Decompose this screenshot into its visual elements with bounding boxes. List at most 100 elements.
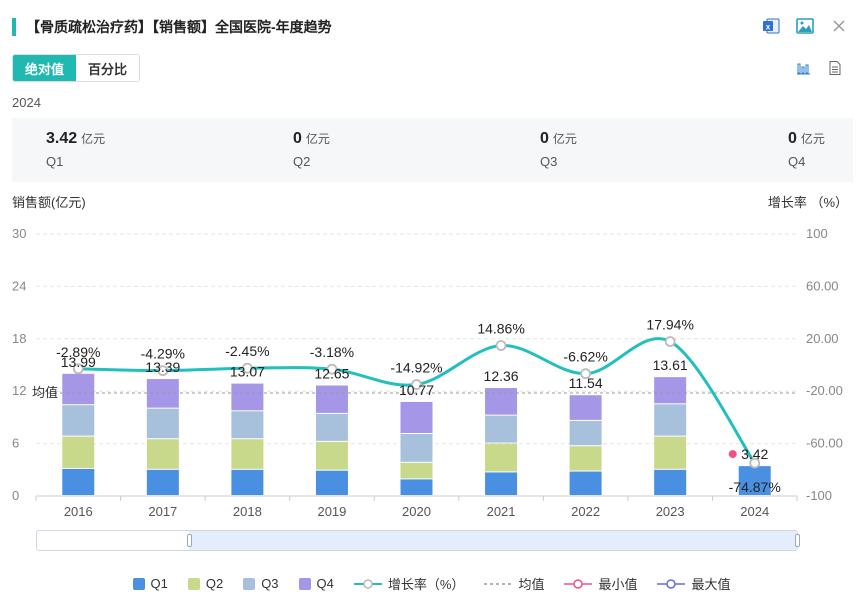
total-label: 13.99 (61, 354, 96, 370)
growth-label: -2.45% (225, 343, 269, 359)
zoom-slider[interactable] (36, 530, 800, 551)
excel-export-icon[interactable]: x (761, 16, 781, 36)
bar-segment-q3 (315, 413, 348, 441)
tab-absolute[interactable]: 绝对值 (13, 55, 77, 81)
y-axis-title-right: 增长率 （%） (768, 195, 848, 210)
legend-label: 最小值 (598, 577, 638, 592)
year-label: 2024 (12, 95, 41, 110)
growth-label: -4.29% (141, 346, 185, 362)
legend-swatch (187, 577, 200, 590)
bar-segment-q1 (146, 469, 179, 495)
legend-max-icon (657, 578, 686, 589)
y-tick-left: 18 (12, 331, 26, 346)
legend-item-q1[interactable]: Q1 (132, 574, 168, 593)
x-tick-label: 2020 (402, 504, 431, 519)
summary-value: 0 (788, 130, 797, 147)
legend-label: Q1 (150, 576, 168, 591)
legend-item-max[interactable]: 最大值 (657, 574, 730, 593)
bar-segment-q3 (146, 408, 179, 439)
total-label: 12.65 (314, 366, 349, 382)
quarter-summary: 3.42 亿元 Q1 0 亿元 Q2 0 亿元 Q3 0 亿元 Q4 (12, 118, 853, 182)
legend-label: 最大值 (691, 577, 731, 592)
legend-item-q4[interactable]: Q4 (298, 574, 334, 593)
bar-segment-q1 (231, 469, 264, 495)
bar-segment-q3 (485, 415, 518, 443)
growth-point (580, 368, 592, 380)
value-mode-toggle: 绝对值 百分比 (12, 54, 141, 82)
slider-selection[interactable] (189, 531, 797, 550)
legend-swatch (243, 577, 256, 590)
growth-label: -14.92% (390, 360, 442, 376)
growth-point (495, 340, 507, 351)
summary-item-q1: 3.42 亿元 Q1 (46, 130, 105, 169)
growth-point (749, 457, 761, 469)
summary-item-q4: 0 亿元 Q4 (788, 130, 825, 169)
summary-value: 0 (293, 130, 302, 147)
bar-segment-q1 (654, 469, 687, 495)
bar-segment-q1 (400, 479, 433, 495)
summary-value: 0 (540, 130, 549, 147)
bar-segment-q1 (569, 471, 602, 495)
close-icon[interactable] (829, 16, 849, 36)
x-tick-label: 2023 (656, 504, 685, 519)
summary-quarter: Q1 (46, 154, 64, 169)
bar-segment-q4 (569, 395, 602, 420)
legend-swatch (132, 577, 145, 590)
total-label: 13.61 (653, 357, 688, 373)
summary-quarter: Q3 (540, 154, 558, 169)
legend-item-q3[interactable]: Q3 (243, 574, 279, 593)
summary-unit: 亿元 (552, 132, 577, 146)
growth-label: -2.89% (56, 344, 100, 360)
title-accent-bar (12, 18, 16, 36)
slider-handle-left[interactable] (187, 534, 192, 547)
bar-segment-q4 (400, 401, 433, 433)
growth-point (241, 362, 253, 374)
legend-swatch (298, 577, 311, 590)
legend-item-mean[interactable]: 均值 (484, 574, 544, 593)
summary-quarter: Q2 (293, 154, 311, 169)
y-tick-right: -60.00 (806, 436, 843, 451)
legend-label: Q2 (205, 576, 224, 591)
legend-item-min[interactable]: 最小值 (564, 574, 637, 593)
y-tick-right: -100 (806, 488, 832, 503)
bar-segment-q3 (569, 420, 602, 446)
x-tick-label: 2021 (487, 504, 516, 519)
legend-min-icon (564, 578, 593, 589)
bar-segment-q4 (62, 373, 95, 405)
bar-segment-q2 (400, 462, 433, 479)
mean-line-label: 均值 (32, 385, 58, 400)
bar-segment-q1 (315, 470, 348, 495)
table-view-icon[interactable] (825, 58, 845, 78)
x-tick-label: 2022 (571, 504, 600, 519)
bar-segment-q3 (231, 411, 264, 439)
legend-line-icon (353, 578, 382, 589)
legend-label: Q3 (261, 576, 279, 591)
growth-point (411, 379, 422, 390)
growth-label: -74.87% (729, 479, 781, 495)
bar-segment-q2 (315, 441, 348, 470)
bar-segment-q2 (485, 443, 518, 472)
x-tick-label: 2019 (317, 504, 346, 519)
legend-item-growth[interactable]: 增长率（%） (353, 574, 465, 593)
legend-label: 增长率（%） (387, 577, 465, 592)
summary-value: 3.42 (46, 130, 78, 147)
bar-segment-q1 (485, 472, 518, 495)
summary-quarter: Q4 (788, 154, 806, 169)
bar-chart-icon[interactable] (793, 58, 813, 78)
growth-point (664, 336, 676, 347)
image-export-icon[interactable] (795, 16, 815, 36)
x-tick-label: 2024 (740, 504, 769, 519)
growth-point (72, 363, 84, 375)
legend-item-q2[interactable]: Q2 (187, 574, 224, 593)
slider-handle-right[interactable] (795, 534, 800, 547)
bar-segment-q4 (231, 383, 264, 411)
bar-segment-q3 (654, 404, 687, 436)
svg-text:x: x (766, 23, 771, 32)
y-tick-left: 30 (12, 226, 26, 241)
y-tick-left: 12 (12, 383, 26, 398)
tab-percent[interactable]: 百分比 (76, 55, 140, 81)
legend-label: Q4 (316, 576, 334, 591)
growth-label: 14.86% (477, 321, 524, 337)
top-toolbar: x (761, 16, 849, 36)
x-tick-label: 2016 (64, 504, 93, 519)
